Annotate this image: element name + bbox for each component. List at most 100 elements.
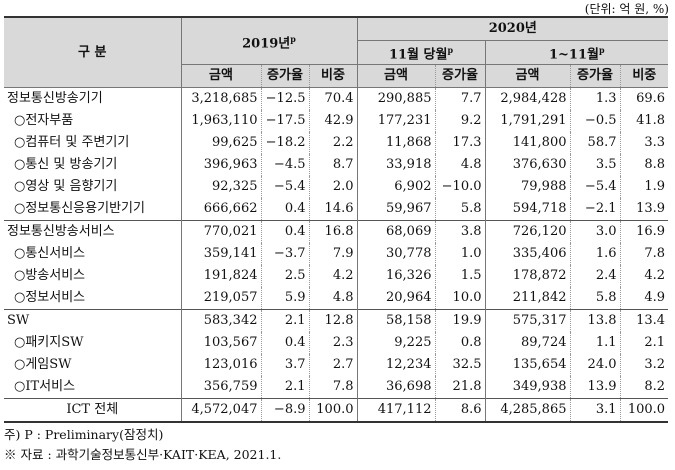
cell-ac: 376,630 (484, 154, 570, 177)
cell-g19: 2.1 (260, 376, 309, 399)
cell-g19: 0.4 (260, 332, 309, 355)
cell-ac: 79,988 (484, 176, 570, 199)
table-row: ○영상 및 음향기기 92,325 −5.4 2.0 6,902 −10.0 79,988−… (4, 176, 669, 199)
cell-sc: 4.9 (619, 287, 669, 310)
cell-ac: 575,317 (484, 309, 570, 333)
cell-sc: 13.4 (619, 309, 669, 333)
cell-sc: 13.9 (619, 198, 669, 221)
cell-sc: 4.2 (619, 265, 669, 288)
cell-s19: 4.8 (308, 287, 357, 310)
cell-a19: 92,325 (180, 176, 261, 199)
cell-sc: 69.6 (619, 87, 669, 111)
cell-an: 6,902 (356, 176, 435, 199)
cell-gn: 1.0 (434, 243, 485, 266)
table-row: ○방송서비스 191,824 2.5 4.2 16,326 1.5 178,872 2.4 4.… (4, 265, 669, 288)
ict-export-table: 구 분 2019년p 2020년 11월 당월p 1~11월p 금액 증가율 비… (4, 16, 669, 424)
cell-gc: 2.4 (569, 265, 620, 288)
cell-gn: 21.8 (434, 376, 485, 399)
cell-a19: 219,057 (180, 287, 261, 310)
cell-g19: 2.5 (260, 265, 309, 288)
cell-g19: −3.7 (260, 243, 309, 266)
cell-s19: 16.8 (308, 220, 357, 244)
row-label: 정보통신방송서비스 (4, 220, 181, 244)
cell-gn: 9.2 (434, 110, 485, 133)
cell-gc: 5.8 (569, 287, 620, 310)
cell-ac: 178,872 (484, 265, 570, 288)
cell-sc: 16.9 (619, 220, 669, 244)
cell-s19: 8.7 (308, 154, 357, 177)
cell-an: 11,868 (356, 132, 435, 155)
cell-an: 16,326 (356, 265, 435, 288)
table-row: ○컴퓨터 및 주변기기 99,625 −18.2 2.2 11,868 17.3 141,8… (4, 132, 669, 155)
cell-ac: 135,654 (484, 354, 570, 377)
cell-gn: 19.9 (434, 309, 485, 333)
cell-a19: 4,572,047 (180, 398, 261, 424)
cell-a19: 770,021 (180, 220, 261, 244)
row-label: ○전자부품 (14, 113, 74, 129)
cell-an: 36,698 (356, 376, 435, 399)
cell-ac: 89,724 (484, 332, 570, 355)
cell-sc: 3.2 (619, 354, 669, 377)
cell-a19: 666,662 (180, 198, 261, 221)
table-body: 정보통신방송기기 3,218,685 −12.5 70.4 290,885 7.7 2,98… (4, 87, 669, 424)
cell-g19: −5.4 (260, 176, 309, 199)
cell-s19: 70.4 (308, 87, 357, 111)
header-growth-cum: 증가율 (569, 64, 620, 89)
row-label: SW (4, 309, 181, 333)
cell-gn: 10.0 (434, 287, 485, 310)
cell-gn: 17.3 (434, 132, 485, 155)
cell-s19: 2.7 (308, 354, 357, 377)
cell-a19: 103,567 (180, 332, 261, 355)
header-2019: 2019년p (180, 16, 357, 66)
table-row: ○정보서비스 219,057 5.9 4.8 20,964 10.0 211,842 5.8 4… (4, 287, 669, 310)
cell-sc: 8.8 (619, 154, 669, 177)
cell-an: 30,778 (356, 243, 435, 266)
notes: 주) P : Preliminary(잠정치) ※ 자료 : 과학기술정보통신부… (4, 425, 281, 465)
cell-a19: 191,824 (180, 265, 261, 288)
cell-gn: −10.0 (434, 176, 485, 199)
cell-an: 12,234 (356, 354, 435, 377)
header-amount-2019: 금액 (180, 64, 261, 89)
table-row: ○정보통신응용기반기기 666,662 0.4 14.6 59,967 5.8 594,71… (4, 198, 669, 221)
table-row: 정보통신방송서비스 770,021 0.4 16.8 68,069 3.8 726,120 3… (4, 220, 669, 244)
cell-g19: 5.9 (260, 287, 309, 310)
table-row: ○전자부품 1,963,110 −17.5 42.9 177,231 9.2 1,791,2… (4, 110, 669, 133)
unit-label: (단위: 억 원, %) (584, 2, 669, 16)
cell-gc: 24.0 (569, 354, 620, 377)
header-growth-nov: 증가율 (434, 64, 485, 89)
cell-s19: 4.2 (308, 265, 357, 288)
cell-g19: 2.1 (260, 309, 309, 333)
table-row: ○게임SW 123,016 3.7 2.7 12,234 32.5 135,654 24.0 3… (4, 354, 669, 377)
cell-gc: 3.5 (569, 154, 620, 177)
cell-sc: 2.1 (619, 332, 669, 355)
cell-ac: 1,791,291 (484, 110, 570, 133)
header-share-2019: 비중 (308, 64, 357, 89)
cell-gn: 3.8 (434, 220, 485, 244)
cell-gn: 5.8 (434, 198, 485, 221)
cell-ac: 2,984,428 (484, 87, 570, 111)
cell-s19: 100.0 (308, 398, 357, 424)
cell-gc: 1.3 (569, 87, 620, 111)
cell-an: 177,231 (356, 110, 435, 133)
cell-gc: 58.7 (569, 132, 620, 155)
cell-ac: 594,718 (484, 198, 570, 221)
cell-sc: 1.9 (619, 176, 669, 199)
cell-an: 290,885 (356, 87, 435, 111)
cell-ac: 4,285,865 (484, 398, 570, 424)
cell-s19: 42.9 (308, 110, 357, 133)
cell-sc: 41.8 (619, 110, 669, 133)
cell-a19: 396,963 (180, 154, 261, 177)
cell-gn: 8.6 (434, 398, 485, 424)
cell-g19: −8.9 (260, 398, 309, 424)
cell-g19: 3.7 (260, 354, 309, 377)
row-label: ○정보서비스 (14, 290, 86, 306)
cell-s19: 14.6 (308, 198, 357, 221)
cell-sc: 100.0 (619, 398, 669, 424)
cell-a19: 356,759 (180, 376, 261, 399)
cell-g19: 0.4 (260, 198, 309, 221)
cell-s19: 7.8 (308, 376, 357, 399)
header-amount-cum: 금액 (484, 64, 570, 89)
row-label: ○IT서비스 (14, 379, 76, 395)
header-share-cum: 비중 (619, 64, 669, 89)
cell-gn: 1.5 (434, 265, 485, 288)
